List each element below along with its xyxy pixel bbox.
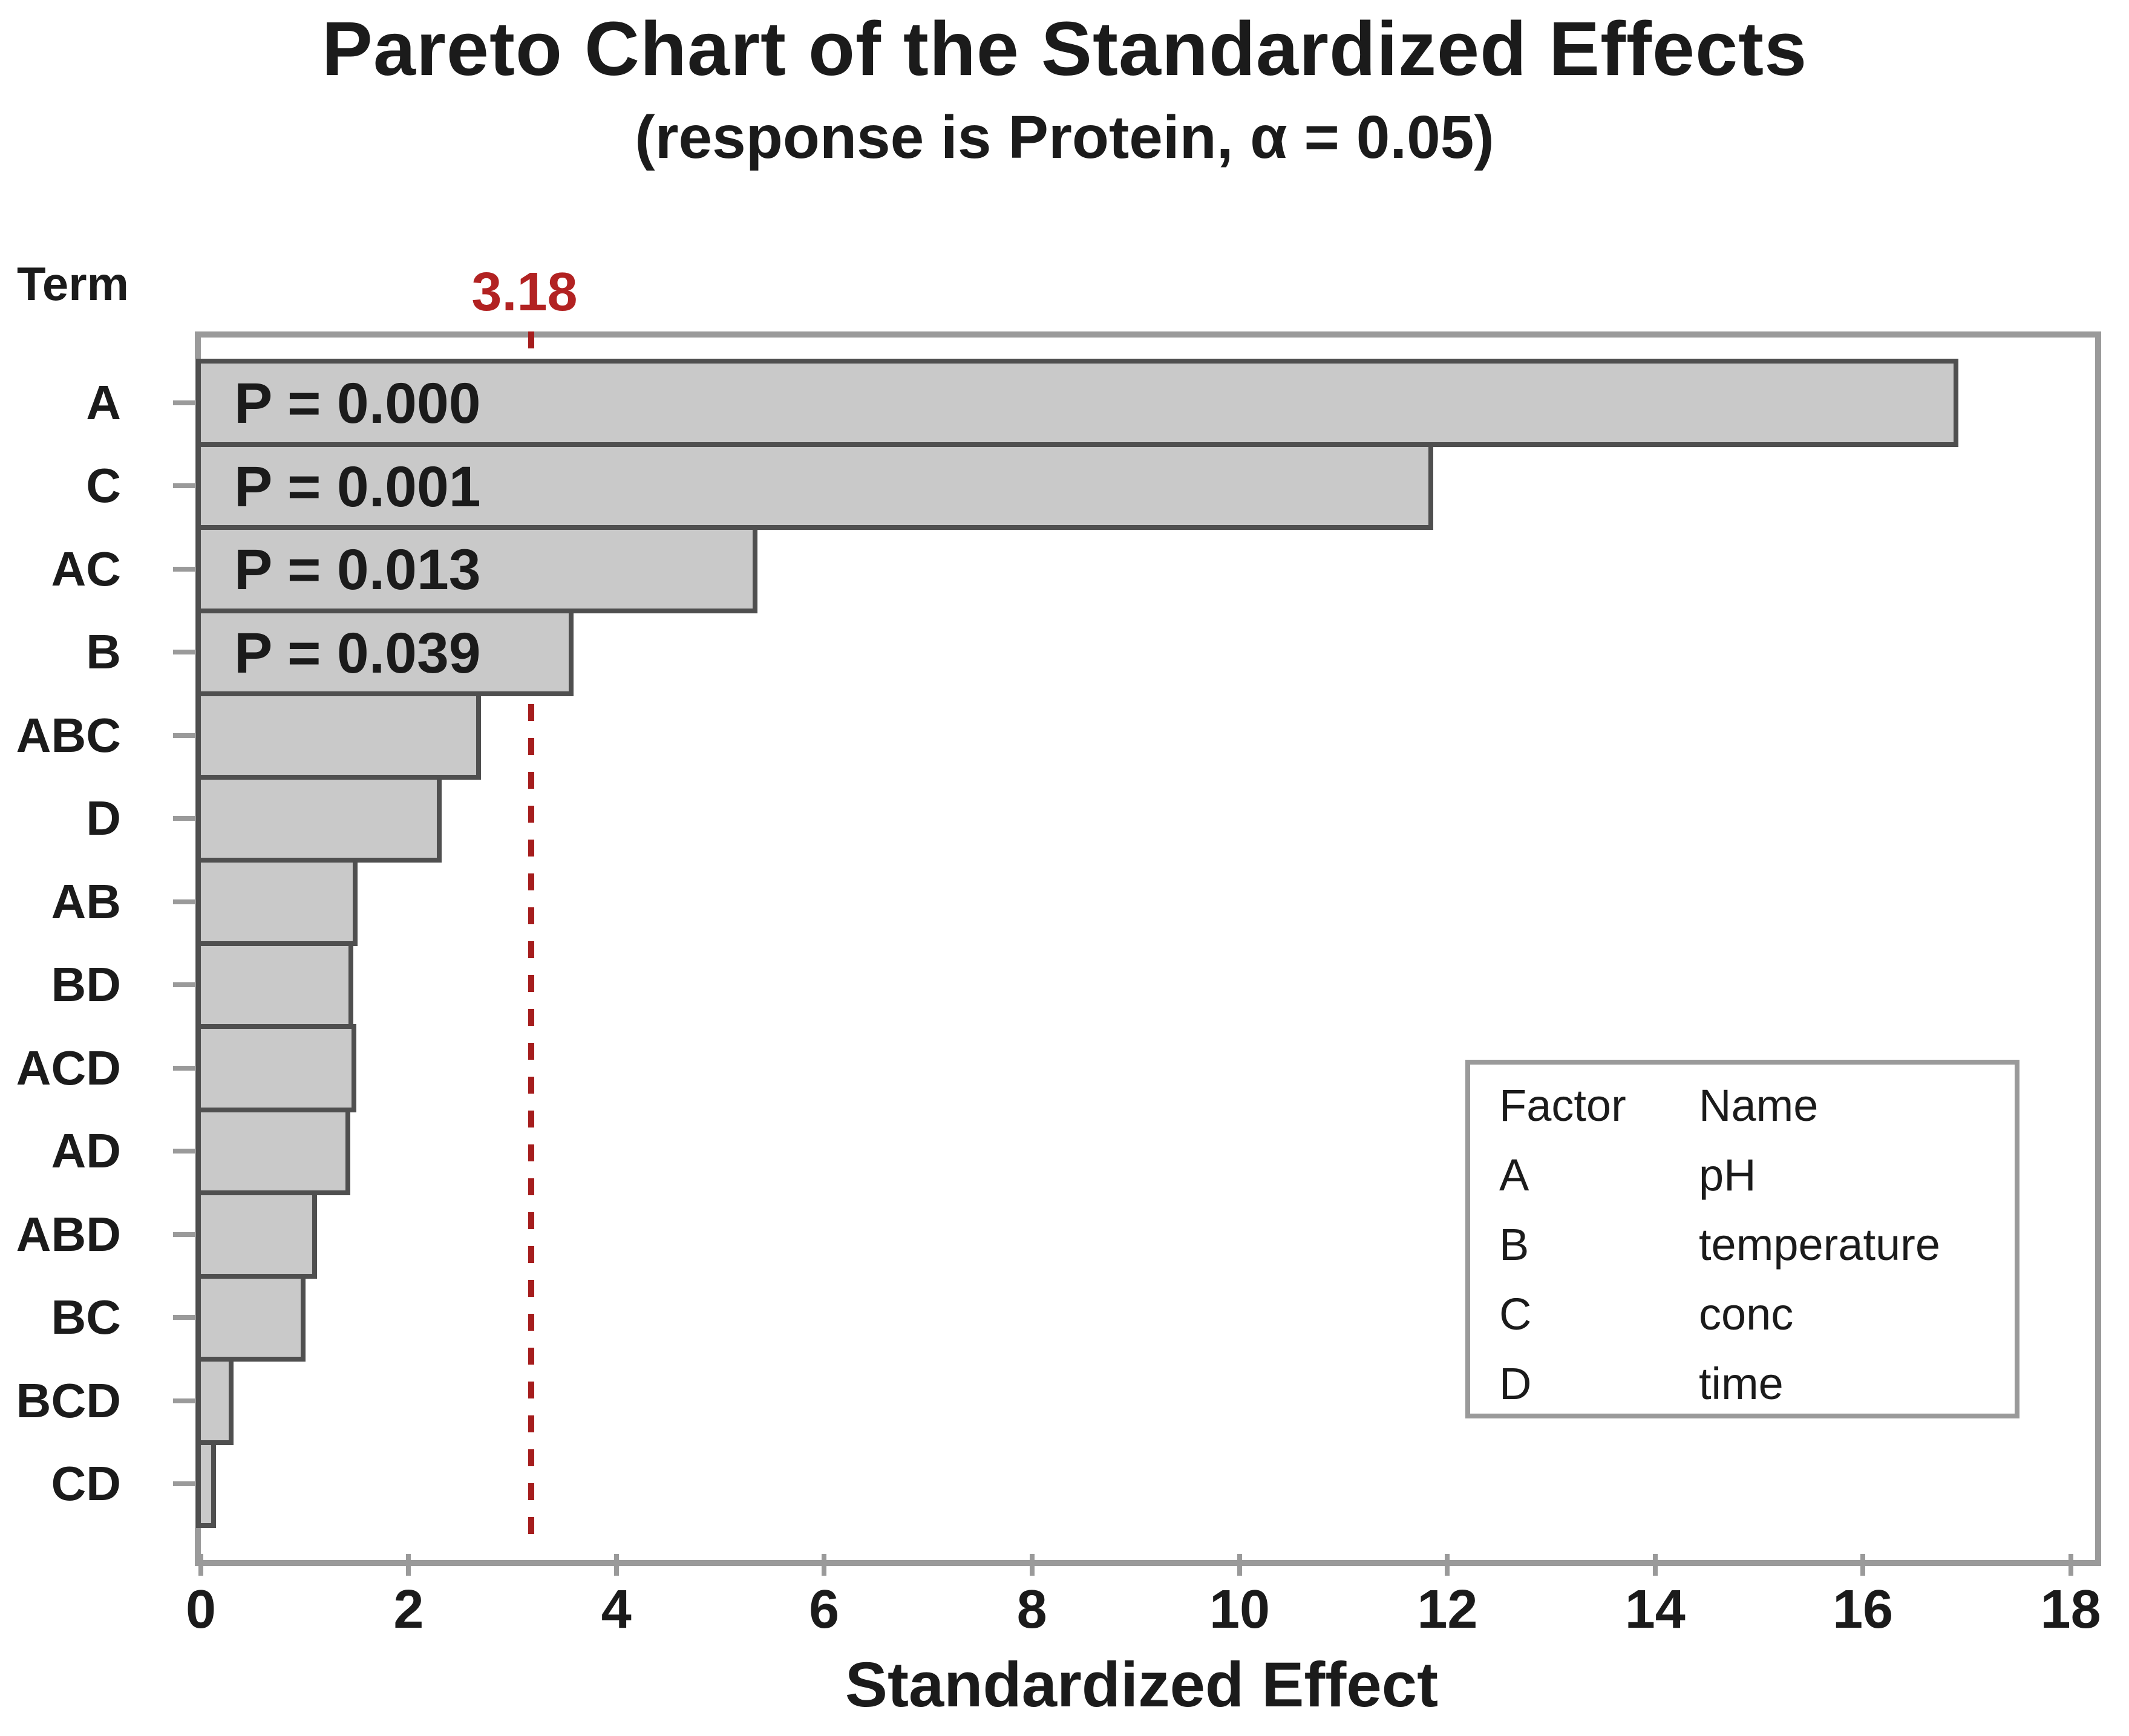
y-label-BC: BC: [51, 1290, 121, 1345]
chart-subtitle: (response is Protein, α = 0.05): [635, 103, 1494, 171]
bar-AB: [196, 858, 358, 946]
y-tick-AC: [173, 566, 201, 572]
x-tick-12: [1445, 1554, 1450, 1576]
y-tick-ACD: [173, 1065, 201, 1071]
x-tick-label-10: 10: [1209, 1579, 1271, 1640]
plot-area: P = 0.000 P = 0.001 P = 0.013 P = 0.039: [195, 331, 2101, 1566]
bar-BC: [196, 1273, 306, 1362]
x-tick-4: [613, 1554, 619, 1576]
legend-factor-cell: C: [1499, 1289, 1532, 1339]
y-tick-AB: [173, 899, 201, 904]
y-label-D: D: [86, 791, 121, 846]
x-tick-label-18: 18: [2040, 1579, 2101, 1640]
chart-title: Pareto Chart of the Standardized Effects: [321, 6, 1808, 91]
x-tick-0: [198, 1554, 203, 1576]
x-tick-label-8: 8: [1016, 1579, 1047, 1640]
legend-header-row: Factor Name: [1499, 1071, 2003, 1140]
bar-BCD: [196, 1357, 234, 1445]
bar-D: [196, 774, 442, 863]
bar-C: [196, 442, 1434, 530]
bar-CD: [196, 1440, 217, 1528]
bar-B: [196, 608, 574, 696]
x-tick-16: [1860, 1554, 1866, 1576]
y-tick-BCD: [173, 1398, 201, 1403]
p-value-label-C: P = 0.001: [234, 454, 481, 519]
y-label-C: C: [86, 458, 121, 513]
y-tick-AD: [173, 1149, 201, 1154]
legend-factor-cell: A: [1499, 1150, 1529, 1200]
y-axis-title: Term: [17, 257, 129, 310]
y-tick-C: [173, 483, 201, 489]
bar-ABC: [196, 691, 481, 780]
y-label-BD: BD: [51, 958, 121, 1012]
y-label-CD: CD: [51, 1457, 121, 1511]
y-tick-ABC: [173, 733, 201, 738]
y-tick-CD: [173, 1481, 201, 1487]
legend-name-cell: conc: [1699, 1289, 1794, 1339]
y-tick-BD: [173, 982, 201, 988]
reference-line: [528, 331, 534, 1548]
y-label-ACD: ACD: [16, 1040, 121, 1095]
bar-BD: [196, 941, 353, 1029]
p-value-label-A: P = 0.000: [234, 371, 481, 436]
p-value-label-B: P = 0.039: [234, 621, 481, 685]
legend-name-cell: temperature: [1699, 1219, 1940, 1270]
y-label-AB: AB: [51, 874, 121, 928]
legend-name-cell: pH: [1699, 1150, 1756, 1200]
x-tick-label-6: 6: [809, 1579, 840, 1640]
x-tick-label-16: 16: [1833, 1579, 1894, 1640]
bar-ABD: [196, 1190, 317, 1279]
y-tick-A: [173, 400, 201, 405]
x-tick-10: [1237, 1554, 1242, 1576]
p-value-label-AC: P = 0.013: [234, 538, 481, 602]
y-tick-D: [173, 816, 201, 821]
x-tick-label-4: 4: [601, 1579, 632, 1640]
x-tick-label-0: 0: [185, 1579, 217, 1640]
legend-header-factor: Factor: [1499, 1080, 1626, 1131]
y-label-BCD: BCD: [16, 1373, 121, 1428]
x-tick-label-2: 2: [393, 1579, 424, 1640]
legend-factor-cell: D: [1499, 1359, 1532, 1409]
y-label-A: A: [86, 375, 121, 429]
plot-inner: P = 0.000 P = 0.001 P = 0.013 P = 0.039: [196, 331, 2083, 1548]
x-axis-title: Standardized Effect: [845, 1650, 1439, 1720]
reference-line-label: 3.18: [471, 262, 578, 322]
y-label-ABD: ABD: [16, 1207, 121, 1261]
y-label-ABC: ABC: [16, 708, 121, 762]
bar-ACD: [196, 1024, 356, 1112]
x-tick-14: [1652, 1554, 1658, 1576]
x-tick-8: [1029, 1554, 1035, 1576]
x-tick-2: [406, 1554, 411, 1576]
x-tick-18: [2068, 1554, 2073, 1576]
legend-header-name: Name: [1699, 1080, 1819, 1131]
bar-AD: [196, 1107, 350, 1195]
x-tick-label-12: 12: [1417, 1579, 1478, 1640]
y-label-B: B: [86, 625, 121, 679]
y-label-AD: AD: [51, 1124, 121, 1178]
y-tick-BC: [173, 1315, 201, 1320]
x-tick-6: [822, 1554, 827, 1576]
y-tick-ABD: [173, 1232, 201, 1237]
x-tick-label-14: 14: [1624, 1579, 1686, 1640]
y-tick-B: [173, 650, 201, 655]
y-label-AC: AC: [51, 541, 121, 596]
legend-factor-cell: B: [1499, 1219, 1529, 1270]
legend-name-cell: time: [1699, 1359, 1784, 1409]
